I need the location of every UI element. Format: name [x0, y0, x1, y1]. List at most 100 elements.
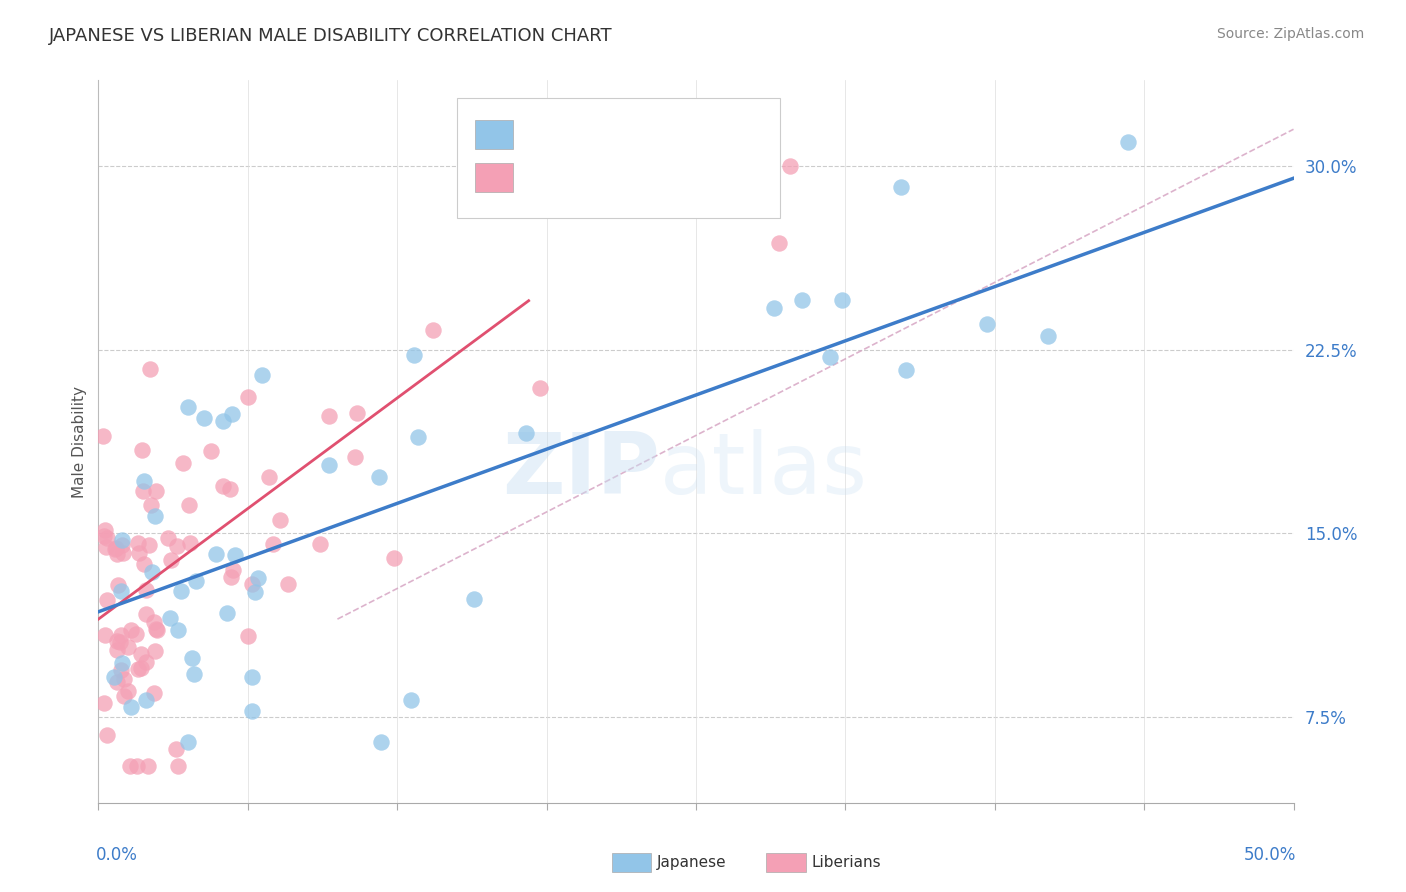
Point: [370, 734, 392, 748]
Point: [134, 557, 156, 571]
Text: Source: ZipAtlas.com: Source: ZipAtlas.com: [1216, 27, 1364, 41]
Point: [142, 686, 165, 700]
Point: [318, 458, 340, 472]
Point: [368, 470, 391, 484]
Point: [262, 537, 284, 551]
Point: [156, 531, 179, 545]
Point: [96, 728, 118, 742]
Point: [167, 759, 190, 773]
Point: [211, 413, 233, 427]
Bar: [475, 163, 513, 193]
Point: [96, 531, 118, 545]
Point: [160, 552, 183, 566]
Point: [240, 704, 263, 718]
Point: [183, 667, 205, 681]
Point: [894, 363, 917, 377]
Text: JAPANESE VS LIBERIAN MALE DISABILITY CORRELATION CHART: JAPANESE VS LIBERIAN MALE DISABILITY COR…: [49, 27, 613, 45]
Point: [125, 626, 148, 640]
Point: [111, 538, 134, 552]
Point: [142, 615, 165, 630]
Point: [205, 547, 228, 561]
Point: [110, 663, 132, 677]
Point: [166, 539, 188, 553]
Point: [224, 549, 246, 563]
Point: [145, 623, 167, 637]
Point: [211, 479, 233, 493]
Point: [1036, 329, 1059, 343]
Point: [94, 524, 117, 538]
Point: [219, 482, 242, 496]
Point: [96, 592, 118, 607]
Point: [129, 660, 152, 674]
Point: [406, 430, 429, 444]
Point: [831, 293, 853, 307]
Point: [768, 235, 790, 250]
Point: [105, 643, 128, 657]
Point: [269, 513, 291, 527]
Point: [91, 428, 114, 442]
Point: [399, 693, 422, 707]
Point: [169, 584, 191, 599]
Point: [180, 650, 202, 665]
Point: [110, 628, 132, 642]
Point: [779, 159, 801, 173]
Point: [110, 583, 132, 598]
Point: [422, 323, 444, 337]
Point: [318, 409, 340, 424]
Point: [127, 536, 149, 550]
Point: [382, 551, 405, 566]
Point: [135, 692, 157, 706]
Point: [257, 470, 280, 484]
Point: [111, 546, 134, 560]
Point: [343, 450, 366, 464]
FancyBboxPatch shape: [457, 98, 780, 218]
Point: [1116, 135, 1139, 149]
Point: [117, 640, 139, 654]
Point: [193, 411, 215, 425]
Point: [143, 509, 166, 524]
Point: [238, 630, 260, 644]
Point: [105, 675, 128, 690]
Text: 0.0%: 0.0%: [96, 847, 138, 864]
Point: [515, 425, 537, 440]
Point: [118, 759, 141, 773]
Point: [128, 546, 150, 560]
Point: [346, 406, 368, 420]
Point: [132, 484, 155, 499]
Point: [540, 185, 562, 199]
Point: [179, 499, 201, 513]
Point: [976, 318, 998, 332]
Point: [132, 475, 155, 489]
Point: [145, 644, 167, 658]
Text: Liberians: Liberians: [811, 855, 882, 870]
Text: R =: R =: [526, 127, 561, 141]
Point: [135, 607, 157, 622]
Point: [139, 362, 162, 376]
Point: [131, 647, 153, 661]
Point: [763, 301, 786, 315]
Text: 0.378: 0.378: [568, 168, 620, 186]
Point: [179, 535, 201, 549]
Point: [236, 390, 259, 404]
Point: [529, 381, 551, 395]
Point: [110, 533, 132, 547]
Bar: [475, 120, 513, 149]
Point: [240, 670, 263, 684]
Point: [94, 628, 117, 642]
Text: 45: 45: [685, 125, 707, 143]
Y-axis label: Male Disability: Male Disability: [72, 385, 87, 498]
Point: [107, 578, 129, 592]
Point: [135, 582, 157, 597]
Text: N =: N =: [643, 127, 678, 141]
Point: [127, 662, 149, 676]
Point: [222, 563, 245, 577]
Text: atlas: atlas: [661, 429, 868, 512]
Point: [141, 498, 163, 512]
Point: [252, 368, 274, 382]
Point: [790, 293, 813, 308]
Text: 50.0%: 50.0%: [1243, 847, 1296, 864]
Point: [111, 656, 134, 670]
Point: [172, 456, 194, 470]
Point: [243, 584, 266, 599]
Point: [309, 537, 332, 551]
